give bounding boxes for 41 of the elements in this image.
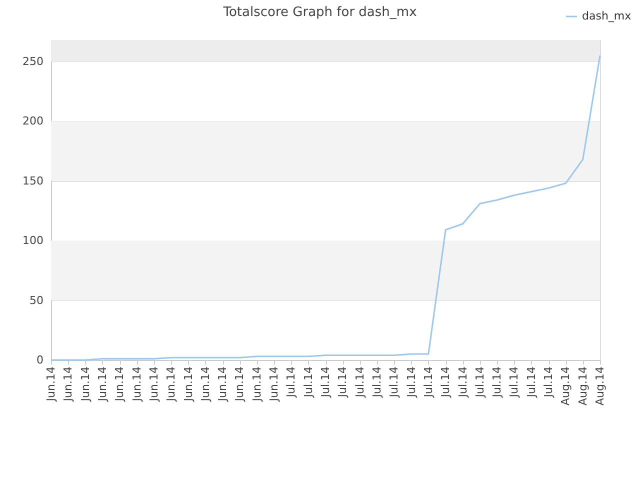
x-tick-label: Jul.14 xyxy=(542,366,556,398)
x-tick-label: Jul.14 xyxy=(319,366,332,398)
x-tick-label: Jul.14 xyxy=(336,366,350,398)
x-tick-label: Jun.14 xyxy=(113,366,126,402)
x-tick-label: Jul.14 xyxy=(284,366,298,398)
x-tick-label: Jun.14 xyxy=(164,366,178,402)
x-tick-label: Jun.14 xyxy=(198,366,212,402)
x-tick-label: Aug.14 xyxy=(559,366,572,406)
y-tick-label: 250 xyxy=(22,54,44,68)
x-tick-label: Jul.14 xyxy=(524,366,538,398)
x-tick-label: Jun.14 xyxy=(130,366,144,402)
x-tick-label: Jul.14 xyxy=(353,366,366,398)
x-tick-label: Jun.14 xyxy=(182,366,195,402)
y-tick-label: 150 xyxy=(22,174,44,188)
x-tick-label: Jul.14 xyxy=(370,366,384,398)
x-tick-label: Jun.14 xyxy=(250,366,264,402)
x-tick-label: Jul.14 xyxy=(422,366,435,398)
x-tick-label: Jun.14 xyxy=(44,366,58,402)
chart-title: Totalscore Graph for dash_mx xyxy=(222,5,418,20)
x-tick-label: Jun.14 xyxy=(233,366,246,402)
x-tick-label: Jul.14 xyxy=(508,366,521,398)
x-tick-label: Jul.14 xyxy=(490,366,504,398)
x-tick-label: Jul.14 xyxy=(388,366,401,398)
x-tick-label: Aug.14 xyxy=(594,366,606,406)
y-tick-label: 50 xyxy=(30,294,44,307)
x-tick-label: Jun.14 xyxy=(78,366,92,402)
x-tick-label: Jul.14 xyxy=(456,366,470,398)
x-tick-label: Jul.14 xyxy=(302,366,315,398)
legend-label: dash_mx xyxy=(582,10,632,22)
x-tick-label: Jul.14 xyxy=(473,366,486,398)
x-tick-label: Jun.14 xyxy=(268,366,281,402)
x-tick-label: Jul.14 xyxy=(439,366,452,398)
x-tick-label: Aug.14 xyxy=(576,366,590,406)
x-tick-label: Jun.14 xyxy=(147,366,160,402)
x-tick-label: Jun.14 xyxy=(62,366,75,402)
y-tick-label: 200 xyxy=(22,114,44,128)
x-tick-label: Jun.14 xyxy=(216,366,230,402)
y-tick-label: 100 xyxy=(22,234,44,248)
x-tick-label: Jul.14 xyxy=(404,366,418,398)
x-tick-label: Jun.14 xyxy=(96,366,109,402)
y-tick-label: 0 xyxy=(36,354,44,366)
